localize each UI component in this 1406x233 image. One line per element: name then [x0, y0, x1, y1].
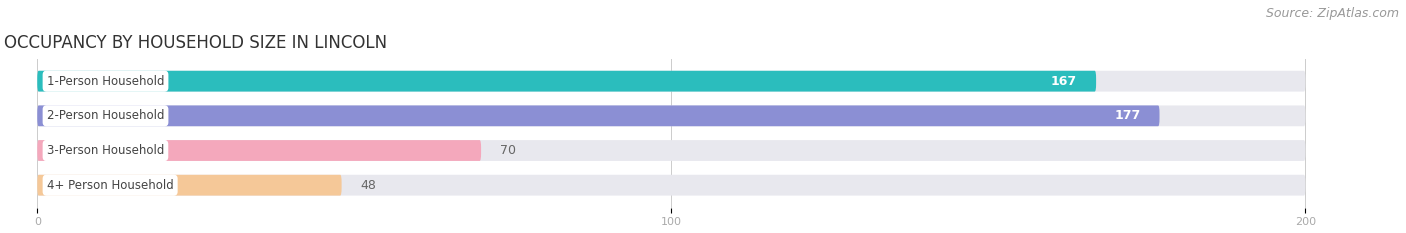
Text: 167: 167: [1050, 75, 1077, 88]
FancyBboxPatch shape: [37, 140, 481, 161]
Text: 2-Person Household: 2-Person Household: [46, 109, 165, 122]
FancyBboxPatch shape: [37, 175, 1305, 195]
Text: OCCUPANCY BY HOUSEHOLD SIZE IN LINCOLN: OCCUPANCY BY HOUSEHOLD SIZE IN LINCOLN: [4, 34, 387, 51]
FancyBboxPatch shape: [37, 175, 342, 195]
Text: 48: 48: [360, 179, 377, 192]
Text: 3-Person Household: 3-Person Household: [46, 144, 165, 157]
FancyBboxPatch shape: [37, 71, 1305, 92]
Text: 70: 70: [501, 144, 516, 157]
FancyBboxPatch shape: [37, 106, 1160, 126]
FancyBboxPatch shape: [37, 140, 1305, 161]
Text: 4+ Person Household: 4+ Person Household: [46, 179, 173, 192]
Text: Source: ZipAtlas.com: Source: ZipAtlas.com: [1265, 7, 1399, 20]
Text: 1-Person Household: 1-Person Household: [46, 75, 165, 88]
Text: 177: 177: [1114, 109, 1140, 122]
FancyBboxPatch shape: [37, 106, 1305, 126]
FancyBboxPatch shape: [37, 71, 1097, 92]
